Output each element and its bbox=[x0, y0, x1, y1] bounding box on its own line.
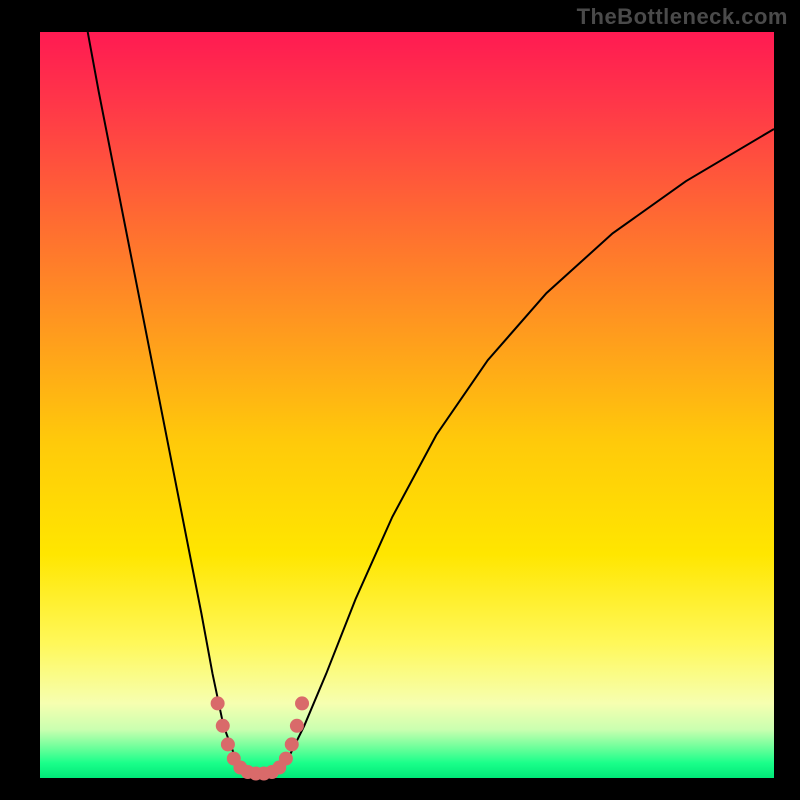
marker-point bbox=[285, 737, 299, 751]
marker-point bbox=[216, 719, 230, 733]
marker-point bbox=[221, 737, 235, 751]
marker-point bbox=[279, 752, 293, 766]
marker-point bbox=[290, 719, 304, 733]
plot-background bbox=[40, 32, 774, 778]
bottleneck-chart bbox=[0, 0, 800, 800]
marker-point bbox=[211, 696, 225, 710]
marker-point bbox=[295, 696, 309, 710]
